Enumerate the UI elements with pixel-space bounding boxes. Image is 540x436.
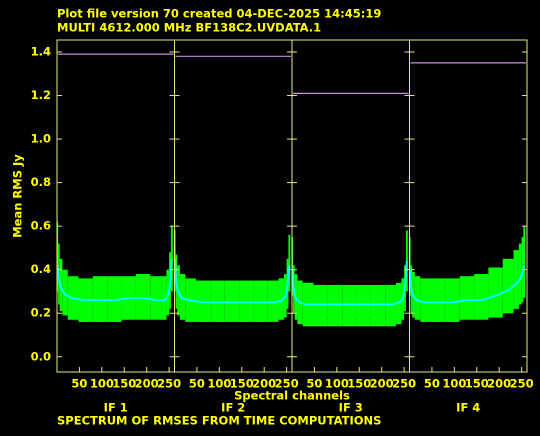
x-tick-label: 50: [424, 377, 440, 391]
x-tick-label: 200: [370, 377, 394, 391]
rms-range: [288, 234, 291, 292]
x-tick-label: 100: [442, 377, 466, 391]
mean-line: [408, 265, 526, 304]
rms-range: [445, 278, 460, 322]
x-tick-label: 250: [157, 377, 181, 391]
rms-range: [239, 280, 254, 322]
x-tick-label: 150: [347, 377, 371, 391]
x-axis-label: Spectral channels: [234, 389, 350, 403]
panel-title: IF 4: [456, 401, 480, 415]
rms-range: [405, 230, 408, 292]
rms-range: [210, 280, 225, 322]
rms-range: [370, 284, 386, 327]
x-tick-label: 250: [510, 377, 534, 391]
rms-range: [170, 226, 173, 292]
y-tick-label: 1.4: [31, 44, 51, 58]
y-tick-label: 0.8: [31, 175, 51, 189]
x-tick-label: 250: [275, 377, 299, 391]
header-line: Plot file version 70 created 04-DEC-2025…: [57, 7, 381, 21]
x-tick-label: 100: [207, 377, 231, 391]
x-tick-label: 150: [112, 377, 136, 391]
rms-range: [342, 284, 357, 327]
rms-range: [179, 274, 186, 320]
rms-range: [196, 280, 211, 322]
rms-range: [62, 269, 68, 316]
rms-range: [224, 280, 240, 322]
mean-line: [173, 258, 291, 304]
panel-title: IF 1: [104, 401, 128, 415]
rms-range: [107, 276, 122, 322]
x-tick-label: 50: [306, 377, 322, 391]
x-tick-label: 50: [71, 377, 87, 391]
rms-range: [502, 258, 514, 314]
x-tick-label: 250: [392, 377, 416, 391]
header-line: MULTI 4612.000 MHz BF138C2.UVDATA.1: [57, 21, 321, 35]
rms-range: [327, 284, 343, 327]
rms-range: [267, 280, 279, 322]
rms-range: [474, 274, 489, 320]
y-axis-label: Mean RMS Jy: [11, 154, 25, 238]
rms-range: [313, 284, 328, 327]
x-tick-label: 100: [325, 377, 349, 391]
rms-range: [488, 267, 503, 318]
rms-range: [518, 243, 522, 305]
rms-range: [431, 278, 446, 322]
x-tick-label: 100: [90, 377, 114, 391]
rms-range: [135, 274, 151, 320]
panel-title: IF 3: [339, 401, 363, 415]
rms-range: [161, 276, 167, 320]
rms-range: [513, 250, 519, 309]
rms-range: [459, 276, 475, 320]
rms-range: [414, 276, 421, 320]
y-tick-label: 0.2: [31, 306, 51, 320]
rms-range: [253, 280, 268, 322]
rms-range: [278, 278, 284, 320]
mean-line: [56, 258, 173, 302]
panel-frame: [409, 39, 528, 373]
rms-range: [523, 226, 526, 298]
rms-range: [92, 276, 108, 322]
x-tick-label: 200: [487, 377, 511, 391]
x-tick-label: 150: [465, 377, 489, 391]
rms-range: [150, 276, 162, 320]
panel-title: IF 2: [221, 401, 245, 415]
x-tick-label: 150: [230, 377, 254, 391]
footer: SPECTRUM OF RMSES FROM TIME COMPUTATIONS: [57, 414, 381, 428]
rms-range: [420, 278, 432, 322]
x-tick-label: 200: [135, 377, 159, 391]
x-tick-label: 50: [189, 377, 205, 391]
y-tick-label: 1.0: [31, 132, 51, 146]
y-tick-label: 0.4: [31, 262, 51, 276]
rms-range: [356, 284, 371, 327]
mean-line: [291, 260, 408, 306]
rms-range: [385, 284, 397, 327]
y-tick-label: 0.0: [31, 349, 51, 363]
x-tick-label: 200: [252, 377, 276, 391]
y-tick-label: 0.6: [31, 219, 51, 233]
y-tick-label: 1.2: [31, 88, 51, 102]
